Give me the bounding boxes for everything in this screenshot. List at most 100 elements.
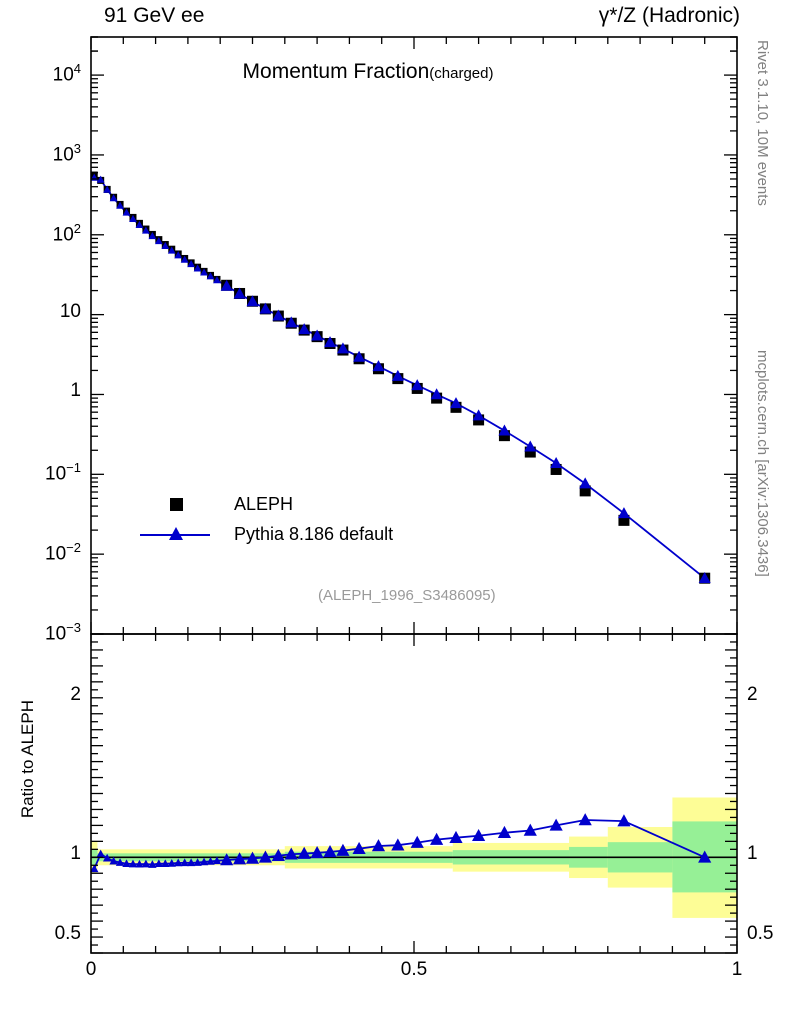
ratio-point (371, 839, 386, 852)
y-axis-tick-label-ratio-right: 0.5 (747, 923, 774, 945)
y-axis-tick-label-main: 10−1 (45, 460, 81, 485)
ratio-point (310, 846, 324, 859)
ratio-point (578, 813, 592, 826)
mc-point-pythia (353, 350, 366, 362)
y-axis-tick-label-ratio: 0.5 (54, 923, 81, 945)
mc-point-pythia (187, 260, 196, 268)
y-axis-tick-label-ratio-right: 2 (747, 683, 758, 705)
ratio-point (141, 859, 151, 868)
data-point-aleph (579, 485, 591, 497)
ratio-point (135, 859, 144, 868)
ratio-point (128, 859, 138, 868)
data-point-aleph (524, 446, 536, 458)
mc-point-pythia (122, 208, 131, 216)
ratio-point (180, 858, 189, 867)
ratio-point (161, 859, 170, 868)
mc-point-pythia (524, 440, 537, 452)
mc-point-pythia (220, 279, 233, 291)
header-right-label: γ*/Z (Hadronic) (598, 4, 740, 27)
mc-point-pythia (391, 369, 404, 381)
x-axis-tick-label: 0.5 (400, 959, 428, 980)
legend: ALEPH Pythia 8.186 default (138, 489, 393, 549)
ratio-point (497, 825, 512, 839)
ratio-point (174, 858, 183, 867)
mc-point-pythia (193, 264, 202, 272)
mc-point-pythia (200, 268, 208, 276)
y-axis-tick-label-ratio: 2 (70, 683, 81, 705)
x-axis-tick-label: 0 (85, 959, 97, 980)
ratio-point (102, 853, 112, 862)
ratio-point (391, 838, 405, 851)
ratio-point (115, 858, 125, 866)
y-axis-tick-label-main: 10 (59, 300, 81, 322)
ratio-point (109, 856, 118, 865)
ratio-point (336, 843, 350, 856)
mc-point-pythia (372, 360, 385, 372)
mc-point-pythia (116, 201, 124, 209)
legend-label-aleph: ALEPH (234, 493, 294, 514)
mc-point-pythia (411, 379, 424, 391)
legend-key-triangle-line (138, 521, 230, 547)
mc-point-pythia (180, 255, 189, 263)
ratio-point (271, 848, 285, 861)
mc-point-pythia (311, 329, 324, 341)
legend-item-aleph: ALEPH (138, 489, 393, 519)
mc-point-pythia (449, 397, 462, 409)
mc-point-pythia (142, 226, 150, 234)
mc-point-pythia (233, 287, 246, 299)
ratio-point (617, 814, 631, 827)
ratio-point (232, 852, 247, 865)
mc-point-pythia (336, 342, 349, 354)
ratio-point (148, 860, 157, 868)
mc-point-pythia (498, 424, 511, 436)
mc-point-pythia (272, 309, 285, 321)
mc-point-pythia (617, 507, 630, 519)
mc-point-pythia (174, 251, 183, 259)
legend-key-square (138, 491, 230, 517)
y-axis-tick-label-ratio: 1 (70, 843, 81, 865)
legend-item-pythia: Pythia 8.186 default (138, 519, 393, 549)
mc-point-pythia (161, 241, 170, 250)
mc-point-pythia (324, 336, 337, 348)
header-left-label: 91 GeV ee (104, 4, 205, 27)
legend-label-pythia: Pythia 8.186 default (234, 523, 394, 544)
mc-point-pythia (285, 316, 298, 328)
ratio-point (206, 857, 215, 865)
ratio-point (199, 857, 209, 866)
mc-point-pythia (259, 302, 272, 314)
mc-point-pythia (246, 295, 259, 307)
mc-point-pythia (213, 276, 221, 284)
ratio-point (220, 853, 234, 866)
ratio-point (193, 858, 202, 866)
y-axis-tick-label-main: 10−2 (45, 540, 81, 565)
ratio-point (96, 849, 105, 858)
ratio-panel-frame (90, 633, 738, 954)
y-axis-tick-label-main: 103 (52, 140, 81, 166)
y-axis-tick-label-main: 104 (52, 61, 81, 86)
mc-point-pythia (135, 220, 144, 229)
ratio-point (212, 856, 222, 865)
main-panel-frame (90, 36, 738, 635)
ratio-point (258, 850, 273, 863)
mc-point-pythia (472, 409, 485, 421)
ratio-point (154, 859, 164, 868)
ratio-point (245, 851, 260, 864)
mc-point-pythia (129, 214, 137, 223)
data-point-aleph (618, 514, 630, 526)
mc-point-pythia (103, 185, 112, 193)
y-axis-tick-label-main: 1 (70, 380, 81, 402)
ratio-point (410, 835, 424, 848)
y-axis-tick-label-ratio-right: 1 (747, 843, 758, 865)
ratio-point (698, 850, 712, 863)
data-point-aleph (550, 463, 562, 475)
mc-point-pythia (109, 194, 118, 202)
analysis-id-watermark: (ALEPH_1996_S3486095) (318, 587, 496, 604)
ratio-point (472, 828, 486, 842)
ratio-point (284, 847, 298, 860)
ratio-point (549, 818, 563, 831)
mc-point-pythia (550, 456, 563, 468)
ratio-point (449, 830, 463, 843)
mc-point-pythia (154, 237, 163, 245)
